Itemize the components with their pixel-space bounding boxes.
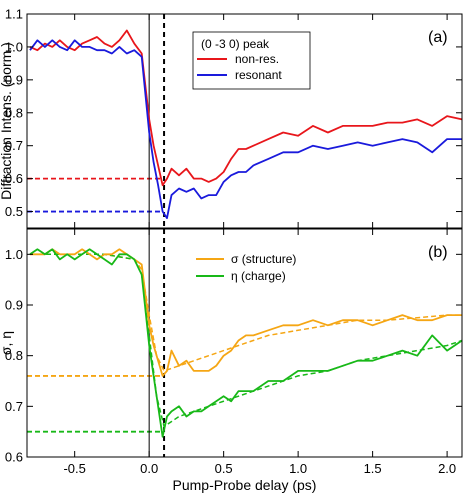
- x-tick-label: 0.0: [140, 461, 158, 476]
- y-tick-label: 0.6: [5, 450, 23, 465]
- panel-a-legend-title: (0 -3 0) peak: [201, 37, 270, 51]
- legend-label-sigma: σ (structure): [231, 252, 296, 266]
- x-tick-label: 1.0: [289, 461, 307, 476]
- panel-a-frame: [26, 13, 463, 229]
- series-line-0: [29, 29, 463, 187]
- panel-a-legend-box: [192, 31, 311, 90]
- x-tick-label: 0.5: [215, 461, 233, 476]
- fit-line-0: [30, 253, 462, 372]
- y-tick-label: 1.0: [5, 247, 23, 262]
- y-tick-label: 0.7: [5, 399, 23, 414]
- panel-b-legend: σ (structure) η (charge): [196, 252, 296, 283]
- y-tick-label: 0.8: [5, 105, 23, 120]
- panel-b-frame: [26, 228, 463, 458]
- series-line-1: [29, 39, 462, 220]
- y-tick-label: 0.8: [5, 348, 23, 363]
- series-line-0: [30, 248, 462, 377]
- panel-b-label: (b): [428, 244, 448, 261]
- y-tick-label: 0.6: [5, 171, 23, 186]
- x-tick-label: 1.5: [364, 461, 382, 476]
- panel-a-label: (a): [428, 29, 448, 46]
- legend-label-eta: η (charge): [231, 269, 286, 283]
- panel-a-legend: (0 -3 0) peak non-res. resonant: [192, 31, 311, 90]
- y-tick-label: 0.7: [5, 138, 23, 153]
- legend-label-resonant: resonant: [235, 68, 282, 82]
- panel-b: 0.60.70.80.91.0 -0.5 0.0 0.5 1.0 1.5 2.0 (b) …: [0, 228, 463, 493]
- panel-b-ylabel: σ, η: [0, 331, 14, 355]
- y-tick-label: 1.1: [5, 7, 23, 22]
- panel-a-ylabel: Diffraction Intens. (norm.): [0, 42, 14, 200]
- x-tick-label: 2.0: [438, 461, 456, 476]
- panel-a: 0.5 0.6 0.7 0.8 0.9 1.0 1.1 (a) Diffraction In…: [0, 7, 463, 229]
- y-tick-label: 1.0: [5, 39, 23, 54]
- y-tick-label: 0.9: [5, 72, 23, 87]
- x-tick-label: -0.5: [63, 461, 85, 476]
- x-axis-title: Pump-Probe delay (ps): [173, 477, 317, 493]
- y-tick-label: 0.9: [5, 298, 23, 313]
- series-line-1: [29, 248, 463, 438]
- legend-label-non-res: non-res.: [235, 52, 279, 66]
- y-tick-label: 0.5: [5, 204, 23, 219]
